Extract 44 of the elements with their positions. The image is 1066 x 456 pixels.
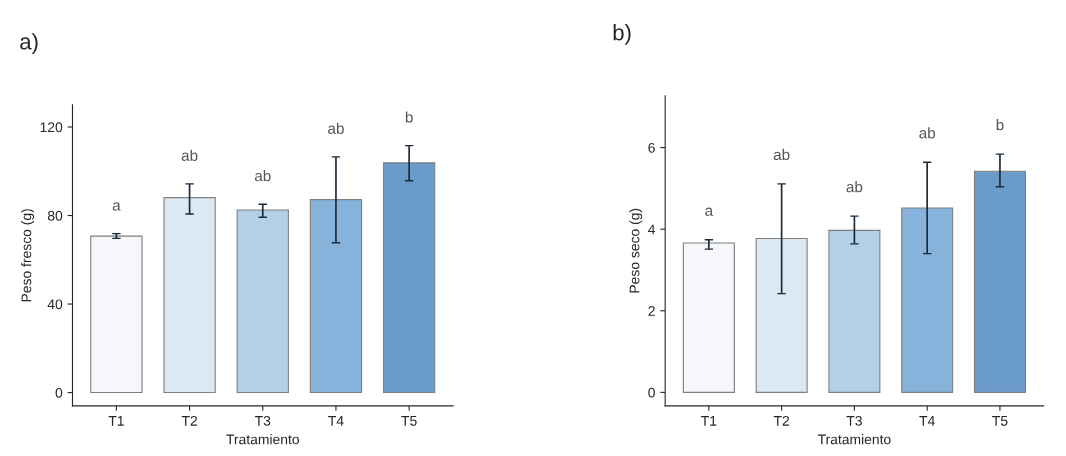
annotation: ab: [773, 148, 790, 161]
bar: [828, 229, 881, 393]
x-tick-label: T5: [992, 416, 1008, 426]
annotation: ab: [328, 122, 344, 134]
annotation: ab: [919, 127, 936, 139]
x-axis-title: Tratamiento: [226, 434, 299, 445]
x-tick-label: T5: [401, 416, 417, 426]
annotation: ab: [254, 170, 271, 182]
bar: [90, 235, 143, 394]
x-tick-label: T1: [108, 416, 124, 426]
annotation: a: [112, 202, 121, 211]
annotation: ab: [846, 181, 863, 193]
y-tick-label: 4: [648, 224, 656, 235]
y-tick-label: 0: [55, 387, 63, 398]
y-tick-label: 80: [47, 210, 63, 221]
bar: [755, 238, 808, 393]
bar: [973, 170, 1026, 393]
bar: [382, 162, 436, 394]
chart-title: b): [613, 24, 631, 45]
bar: [682, 242, 735, 393]
annotation: a: [705, 207, 714, 216]
annotation: b: [405, 111, 413, 123]
y-tick-label: 2: [648, 306, 655, 316]
x-tick-label: T3: [846, 415, 862, 426]
bar: [163, 197, 216, 394]
x-tick-label: T4: [919, 416, 935, 426]
annotation: ab: [181, 149, 198, 161]
bar: [901, 207, 954, 393]
y-axis-title: Peso fresco (g): [21, 209, 35, 302]
x-tick-label: T2: [181, 415, 197, 426]
y-tick-label: 0: [648, 387, 655, 398]
y-tick-label: 40: [47, 299, 63, 310]
chart-title: a): [20, 33, 38, 54]
y-axis-title: Peso seco (g): [629, 208, 643, 293]
x-axis-title: Tratamiento: [817, 434, 891, 445]
x-tick-label: T3: [254, 415, 271, 426]
x-tick-label: T1: [701, 416, 717, 426]
x-tick-label: T4: [328, 416, 344, 426]
y-tick-label: 6: [648, 142, 655, 153]
annotation: b: [996, 119, 1004, 131]
y-tick-label: 120: [40, 122, 63, 133]
bar: [236, 209, 289, 394]
bar: [309, 199, 363, 394]
x-tick-label: T2: [773, 415, 790, 426]
